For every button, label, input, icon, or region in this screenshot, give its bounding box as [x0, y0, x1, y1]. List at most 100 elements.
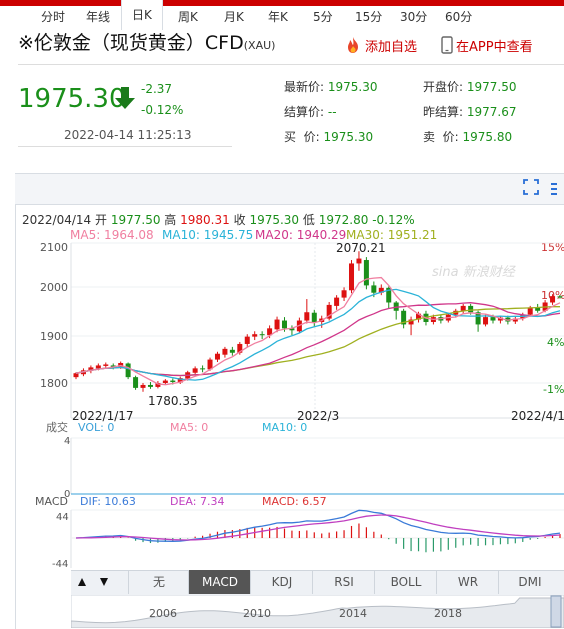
tab-5min[interactable]: 5分	[313, 10, 333, 24]
add-watchlist-label: 添加自选	[365, 40, 418, 55]
price-tick-2000: 2000	[40, 281, 68, 294]
candle-body	[229, 349, 235, 353]
indicator-kdj[interactable]: KDJ	[250, 570, 313, 594]
info-high: 1980.31	[180, 213, 230, 227]
indicator-none[interactable]: 无	[128, 570, 189, 594]
candles	[73, 251, 563, 392]
candle-body	[460, 305, 466, 311]
quote-timestamp: 2022-04-14 11:25:13	[64, 128, 192, 142]
bid-price-label: 买 价:	[284, 130, 320, 144]
info-open-label: 开	[95, 213, 108, 227]
range-year-2018: 2018	[434, 607, 462, 620]
range-year-2014: 2014	[339, 607, 367, 620]
date-tick-end: 2022/4/14	[511, 409, 564, 423]
indicator-boll[interactable]: BOLL	[374, 570, 437, 594]
candle-body	[334, 297, 340, 306]
macd-dea: DEA: 7.34	[170, 495, 224, 508]
candle-body	[475, 312, 481, 325]
candle-body	[177, 378, 183, 383]
bid-price-row: 买 价: 1975.30	[284, 128, 373, 145]
candle-body	[311, 312, 317, 322]
settle-price-value: --	[327, 105, 337, 119]
candle-body	[162, 380, 168, 383]
candle-body	[304, 312, 310, 321]
candle-body	[237, 343, 243, 353]
view-in-app-label: 在APP中查看	[456, 40, 533, 55]
candle-body	[535, 307, 541, 311]
tab-monthly-k[interactable]: 月K	[224, 10, 244, 24]
ask-price-row: 卖 价: 1975.80	[423, 128, 512, 145]
macd-axis-top: 44	[56, 512, 69, 523]
latest-price-value: 1975.30	[327, 80, 378, 94]
ma20-line	[75, 302, 561, 377]
candle-body	[408, 319, 414, 325]
tab-60min[interactable]: 60分	[445, 10, 473, 24]
zoom-in-icon[interactable]	[77, 577, 87, 587]
pct-tick-4: 4%	[547, 336, 564, 349]
tab-yearline[interactable]: 年线	[86, 10, 111, 24]
latest-price-label: 最新价:	[284, 80, 325, 94]
price-tick-1900: 1900	[40, 330, 68, 343]
candle-body	[103, 364, 109, 366]
candle-body	[401, 310, 407, 325]
macd-dif: DIF: 10.63	[80, 495, 136, 508]
indicator-rsi[interactable]: RSI	[312, 570, 375, 594]
candle-body	[341, 290, 347, 298]
candle-body	[252, 334, 258, 337]
macd-section-label: MACD	[35, 495, 68, 508]
down-arrow-icon	[115, 87, 135, 109]
candle-body	[95, 365, 101, 369]
tab-daily-k[interactable]: 日K	[121, 0, 163, 30]
low-annotation: 1780.35	[148, 394, 198, 408]
info-close: 1975.30	[249, 213, 300, 227]
prev-settle-row: 昨结算: 1977.67	[423, 103, 517, 120]
date-tick-start: 2022/1/17	[72, 409, 134, 423]
info-close-label: 收	[233, 213, 246, 227]
tab-15min[interactable]: 15分	[355, 10, 383, 24]
add-watchlist-button[interactable]: 添加自选	[344, 36, 417, 55]
menu-icon[interactable]	[551, 183, 557, 195]
open-price-value: 1977.50	[466, 80, 517, 94]
candle-body	[133, 377, 139, 388]
range-navigator[interactable]: 2006 2010 2014 2018	[71, 595, 564, 628]
candle-body	[73, 373, 79, 378]
candle-body	[259, 334, 265, 336]
tab-yearly-k[interactable]: 年K	[268, 10, 288, 24]
header-divider	[18, 64, 564, 65]
open-price-label: 开盘价:	[423, 80, 464, 94]
prev-settle-value: 1977.67	[466, 105, 517, 119]
candle-body	[207, 359, 213, 370]
candle-body	[557, 296, 563, 298]
indicator-wr[interactable]: WR	[436, 570, 499, 594]
candle-body	[490, 317, 496, 321]
tab-intraday[interactable]: 分时	[41, 10, 66, 24]
candle-body	[222, 348, 228, 355]
candle-body	[289, 328, 295, 331]
range-sparkline	[71, 597, 564, 628]
vol-value: VOL: 0	[78, 421, 114, 434]
candle-body	[356, 258, 362, 264]
candle-body	[88, 367, 94, 371]
tab-30min[interactable]: 30分	[400, 10, 428, 24]
price-divider	[18, 146, 232, 147]
info-low: 1972.80	[318, 213, 369, 227]
ma5-line	[75, 276, 561, 386]
macd-value: MACD: 6.57	[262, 495, 327, 508]
tab-weekly-k[interactable]: 周K	[178, 10, 198, 24]
price-change: -2.37	[141, 82, 173, 96]
price-change-pct: -0.12%	[141, 103, 184, 117]
candle-body	[244, 336, 250, 344]
candle-body	[550, 296, 556, 303]
instrument-code: (XAU)	[243, 39, 276, 52]
ohlc-info-line: 2022/04/14 开 1977.50 高 1980.31 收 1975.30…	[22, 211, 415, 228]
fullscreen-icon[interactable]	[523, 179, 539, 195]
indicator-dmi[interactable]: DMI	[498, 570, 561, 594]
zoom-out-icon[interactable]	[99, 577, 109, 587]
view-in-app-link[interactable]: 在APP中查看	[441, 36, 533, 55]
indicator-macd[interactable]: MACD	[188, 570, 251, 594]
range-handle[interactable]	[550, 595, 562, 628]
candle-body	[147, 384, 153, 387]
candle-body	[527, 307, 533, 315]
macd-axis-bottom: -44	[52, 559, 68, 570]
